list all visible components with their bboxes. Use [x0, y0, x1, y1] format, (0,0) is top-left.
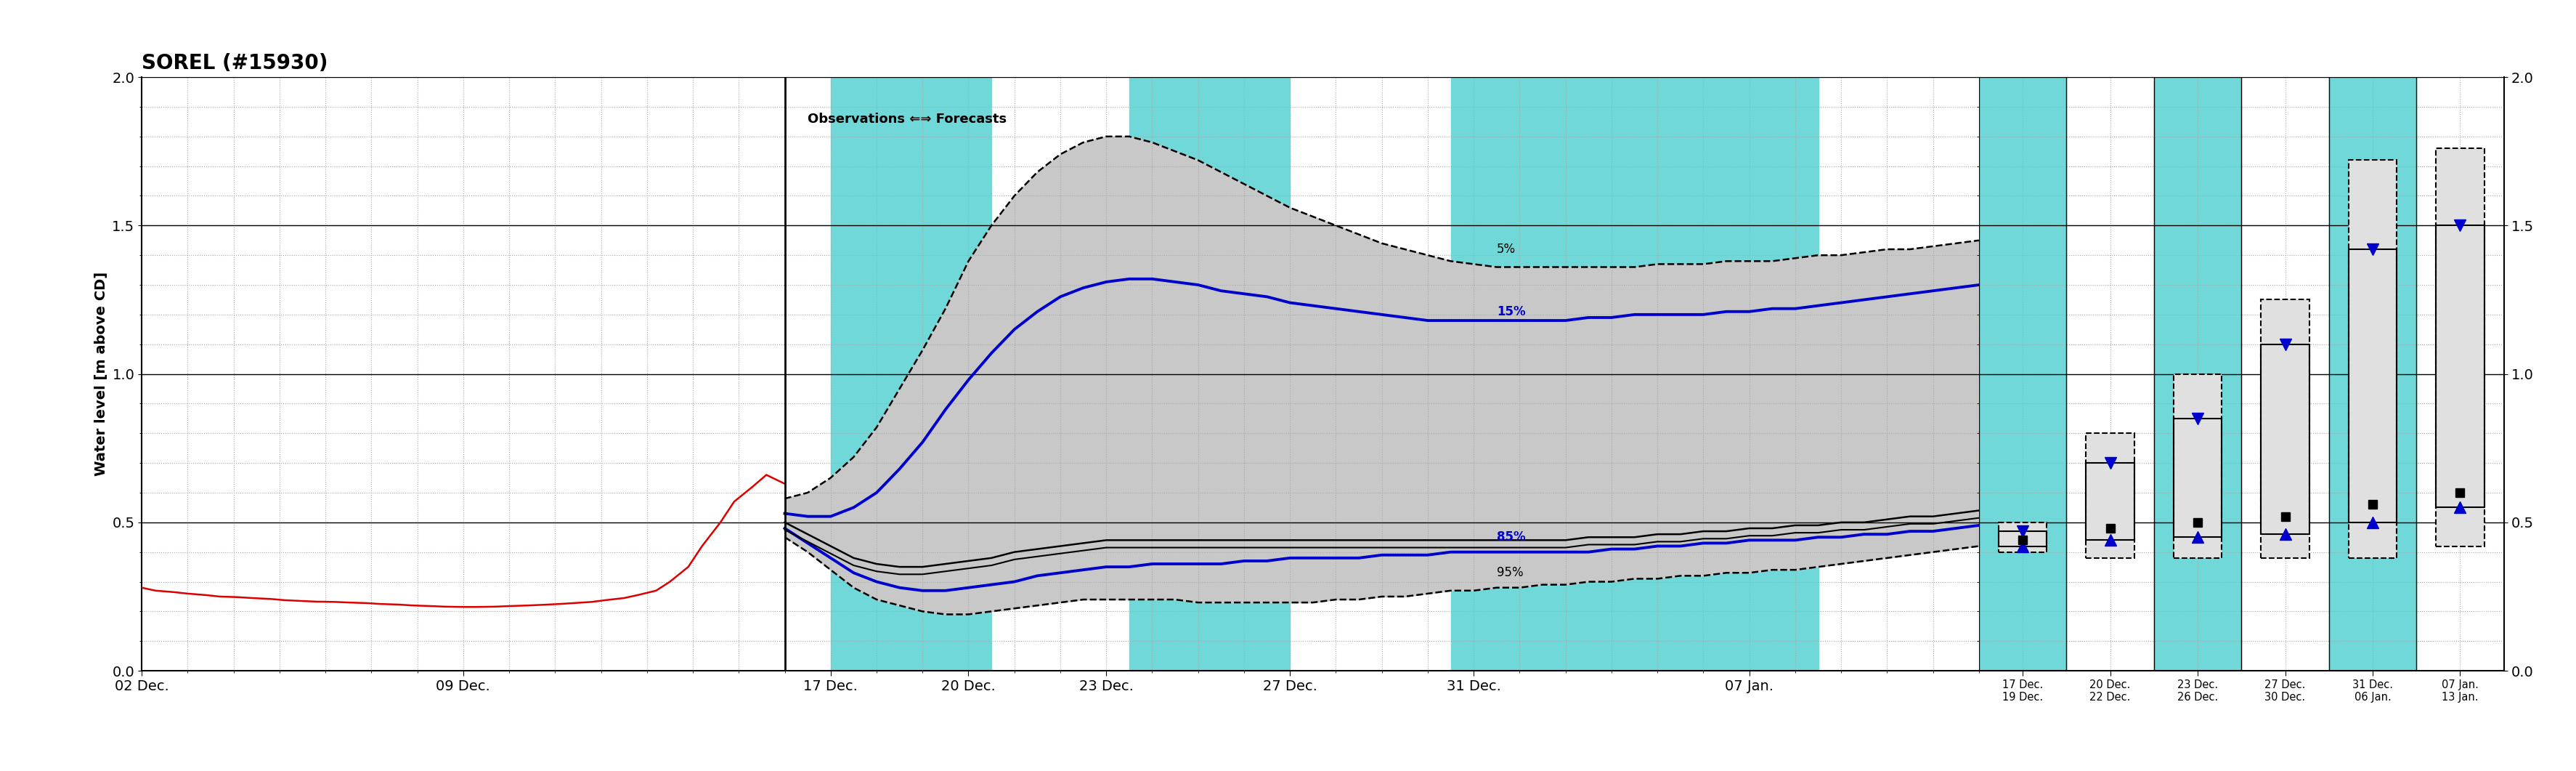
Bar — [2174, 374, 2221, 558]
Bar — [2262, 344, 2308, 534]
Bar — [2087, 433, 2136, 558]
Text: 85%: 85% — [1497, 530, 1525, 544]
Bar — [1999, 523, 2048, 552]
Text: 95%: 95% — [1497, 566, 1522, 579]
Bar — [2437, 148, 2483, 546]
Bar — [1999, 531, 2048, 546]
Bar — [2349, 160, 2396, 558]
Text: Observations ⇐⇒ Forecasts: Observations ⇐⇒ Forecasts — [809, 113, 1007, 126]
Y-axis label: Water level [m above CD]: Water level [m above CD] — [95, 272, 108, 476]
Bar — [2437, 225, 2483, 507]
Bar — [829, 77, 992, 671]
Text: 5%: 5% — [1497, 243, 1515, 256]
Bar — [1128, 77, 1291, 671]
Text: SOREL (#15930): SOREL (#15930) — [142, 53, 327, 73]
Bar — [1978, 77, 2066, 671]
Bar — [2087, 433, 2136, 558]
Bar — [2262, 300, 2308, 558]
Bar — [1450, 77, 1819, 671]
Bar — [2087, 463, 2136, 540]
Bar — [2349, 249, 2396, 523]
Bar — [2174, 419, 2221, 537]
Bar — [2329, 77, 2416, 671]
Bar — [2174, 374, 2221, 558]
Bar — [1999, 523, 2048, 552]
Bar — [2154, 77, 2241, 671]
Text: 15%: 15% — [1497, 305, 1525, 318]
Bar — [2437, 148, 2483, 546]
Bar — [2349, 160, 2396, 558]
Bar — [2262, 300, 2308, 558]
